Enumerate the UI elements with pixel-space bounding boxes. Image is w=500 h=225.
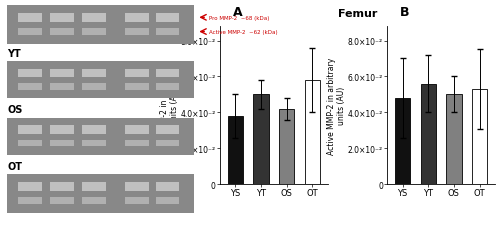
Bar bbox=[50, 140, 74, 147]
Bar bbox=[446, 95, 462, 184]
Text: YS: YS bbox=[7, 0, 22, 2]
Bar bbox=[126, 84, 149, 90]
Bar bbox=[50, 29, 74, 36]
Bar bbox=[50, 197, 74, 204]
Bar bbox=[156, 29, 179, 36]
Bar bbox=[82, 182, 106, 191]
Bar bbox=[18, 197, 42, 204]
Bar bbox=[82, 126, 106, 134]
Text: A: A bbox=[233, 6, 242, 19]
Bar bbox=[7, 174, 194, 213]
Bar bbox=[126, 126, 149, 134]
Bar bbox=[82, 70, 106, 78]
Bar bbox=[472, 90, 488, 184]
Bar bbox=[18, 126, 42, 134]
Bar bbox=[18, 84, 42, 90]
Bar bbox=[228, 117, 243, 184]
Bar bbox=[156, 70, 179, 78]
Text: Pro MMP-2  ~68 (kDa): Pro MMP-2 ~68 (kDa) bbox=[209, 16, 270, 21]
Text: OS: OS bbox=[7, 105, 22, 115]
Y-axis label: Pro MMP-2 in arbitrary
units (AU): Pro MMP-2 in arbitrary units (AU) bbox=[160, 63, 179, 148]
Bar bbox=[82, 84, 106, 90]
Bar bbox=[304, 81, 320, 184]
Bar bbox=[156, 84, 179, 90]
Bar bbox=[50, 14, 74, 22]
Bar bbox=[82, 29, 106, 36]
Text: YT: YT bbox=[7, 49, 21, 58]
Bar bbox=[126, 140, 149, 147]
Text: B: B bbox=[400, 6, 409, 19]
Bar bbox=[156, 14, 179, 22]
Text: Femur: Femur bbox=[338, 9, 377, 19]
Bar bbox=[156, 197, 179, 204]
Bar bbox=[126, 29, 149, 36]
Bar bbox=[395, 99, 410, 184]
Bar bbox=[7, 62, 194, 99]
Bar bbox=[18, 182, 42, 191]
Bar bbox=[156, 182, 179, 191]
Bar bbox=[156, 140, 179, 147]
Bar bbox=[18, 29, 42, 36]
Bar bbox=[126, 14, 149, 22]
Bar bbox=[126, 182, 149, 191]
Bar bbox=[420, 84, 436, 184]
Bar bbox=[18, 70, 42, 78]
Bar bbox=[50, 84, 74, 90]
Y-axis label: Active MMP-2 in arbitrary
units (AU): Active MMP-2 in arbitrary units (AU) bbox=[327, 57, 346, 154]
Bar bbox=[254, 95, 269, 184]
Bar bbox=[50, 182, 74, 191]
Bar bbox=[18, 140, 42, 147]
Bar bbox=[82, 197, 106, 204]
Bar bbox=[50, 126, 74, 134]
Bar bbox=[126, 70, 149, 78]
Bar bbox=[82, 140, 106, 147]
Bar bbox=[126, 197, 149, 204]
Bar bbox=[7, 118, 194, 155]
Bar bbox=[82, 14, 106, 22]
Bar bbox=[7, 6, 194, 45]
Text: Active MMP-2  ~62 (kDa): Active MMP-2 ~62 (kDa) bbox=[209, 30, 278, 35]
Bar bbox=[18, 14, 42, 22]
Bar bbox=[156, 126, 179, 134]
Text: OT: OT bbox=[7, 161, 22, 171]
Bar bbox=[50, 70, 74, 78]
Bar bbox=[279, 109, 294, 184]
